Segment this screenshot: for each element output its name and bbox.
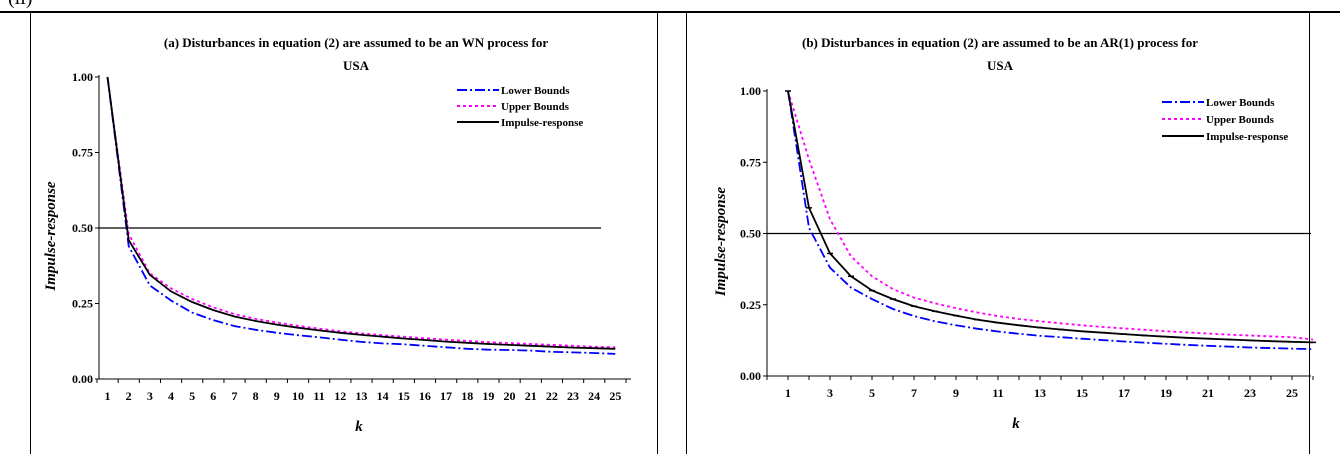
chart-b-x-tick-label: 1 xyxy=(785,386,791,400)
chart-b-x-tick-label: 17 xyxy=(1118,386,1130,400)
chart-b-legend-label: Lower Bounds xyxy=(1206,97,1275,109)
chart-a-x-tick-label: 14 xyxy=(377,389,389,403)
chart-a-series-upper-bounds xyxy=(106,76,616,349)
chart-a-x-tick-label: 18 xyxy=(461,389,473,403)
chart-b-x-tick-label: 9 xyxy=(953,386,959,400)
page-header-text: (ii) xyxy=(8,0,32,10)
chart-a-svg: (a) Disturbances in equation (2) are ass… xyxy=(43,35,631,435)
chart-b-x-tick-label: 7 xyxy=(911,386,917,400)
chart-b-legend-label: Upper Bounds xyxy=(1206,114,1275,126)
chart-a-x-tick-label: 19 xyxy=(482,389,494,403)
chart-b-x-tick-label: 5 xyxy=(869,386,875,400)
chart-a-x-tick-label: 13 xyxy=(355,389,367,403)
chart-b-series-impulse-response xyxy=(787,90,1314,344)
chart-b-legend-label: Impulse-response xyxy=(1206,131,1288,143)
chart-a-y-axis-label: Impulse-response xyxy=(43,181,59,292)
chart-a-subtitle: USA xyxy=(343,58,370,73)
chart-b-y-axis-label: Impulse-response xyxy=(713,187,729,298)
chart-a-x-tick-label: 11 xyxy=(313,389,324,403)
chart-b-x-tick-label: 19 xyxy=(1160,386,1172,400)
chart-a-x-tick-label: 21 xyxy=(525,389,537,403)
chart-b-x-tick-label: 23 xyxy=(1244,386,1256,400)
chart-a-legend-label: Impulse-response xyxy=(501,117,583,129)
chart-a-y-tick-label: 1.00 xyxy=(72,70,93,84)
chart-a-x-tick-label: 3 xyxy=(147,389,153,403)
chart-panel-b: (b) Disturbances in equation (2) are ass… xyxy=(686,13,1316,454)
chart-a-x-tick-label: 9 xyxy=(274,389,280,403)
chart-b-y-tick-label: 0.50 xyxy=(740,227,761,241)
chart-panel-a: (a) Disturbances in equation (2) are ass… xyxy=(30,13,658,454)
chart-a-x-tick-label: 5 xyxy=(189,389,195,403)
chart-b-y-tick-label: 0.00 xyxy=(740,369,761,383)
chart-a-legend-label: Upper Bounds xyxy=(501,101,570,113)
chart-b-series-lower-bounds xyxy=(787,90,1314,351)
chart-a-x-tick-label: 25 xyxy=(609,389,621,403)
chart-a-y-tick-label: 0.50 xyxy=(72,221,93,235)
chart-a-x-tick-label: 1 xyxy=(105,389,111,403)
chart-a-x-tick-label: 24 xyxy=(588,389,600,403)
chart-a-x-tick-label: 2 xyxy=(126,389,132,403)
chart-a-x-tick-label: 22 xyxy=(546,389,558,403)
chart-a-y-tick-label: 0.25 xyxy=(72,297,93,311)
chart-a-y-tick-label: 0.75 xyxy=(72,146,93,160)
chart-a-x-tick-label: 12 xyxy=(334,389,346,403)
chart-a-x-tick-label: 8 xyxy=(253,389,259,403)
chart-a-x-tick-label: 7 xyxy=(231,389,237,403)
chart-b-x-axis-label: k xyxy=(1012,416,1020,432)
chart-b-x-tick-label: 15 xyxy=(1076,386,1088,400)
chart-b-x-tick-label: 11 xyxy=(992,386,1003,400)
chart-a-series-lower-bounds xyxy=(106,76,616,355)
chart-a-x-tick-label: 10 xyxy=(292,389,304,403)
chart-b-x-tick-label: 13 xyxy=(1034,386,1046,400)
chart-a-x-tick-label: 6 xyxy=(210,389,216,403)
chart-b-y-tick-label: 0.75 xyxy=(740,155,761,169)
top-rule xyxy=(0,11,1340,13)
chart-a-x-tick-label: 23 xyxy=(567,389,579,403)
chart-b-title: (b) Disturbances in equation (2) are ass… xyxy=(802,35,1198,50)
chart-a-x-tick-label: 16 xyxy=(419,389,431,403)
chart-a-x-tick-label: 17 xyxy=(440,389,452,403)
chart-b-subtitle: USA xyxy=(987,58,1014,73)
chart-b-svg: (b) Disturbances in equation (2) are ass… xyxy=(713,35,1316,432)
chart-b-x-tick-label: 25 xyxy=(1286,386,1298,400)
chart-a-legend-label: Lower Bounds xyxy=(501,85,570,97)
chart-a-x-tick-label: 20 xyxy=(504,389,516,403)
chart-b-series-upper-bounds xyxy=(787,90,1314,341)
chart-a-title: (a) Disturbances in equation (2) are ass… xyxy=(164,35,548,50)
chart-a-x-tick-label: 4 xyxy=(168,389,174,403)
chart-a-y-tick-label: 0.00 xyxy=(72,372,93,386)
chart-a-x-tick-label: 15 xyxy=(398,389,410,403)
chart-b-y-tick-label: 1.00 xyxy=(740,84,761,98)
chart-b-y-tick-label: 0.25 xyxy=(740,298,761,312)
chart-a-series-impulse-response xyxy=(106,76,616,350)
chart-a-x-axis-label: k xyxy=(355,419,363,435)
chart-b-x-tick-label: 3 xyxy=(827,386,833,400)
chart-b-x-tick-label: 21 xyxy=(1202,386,1214,400)
